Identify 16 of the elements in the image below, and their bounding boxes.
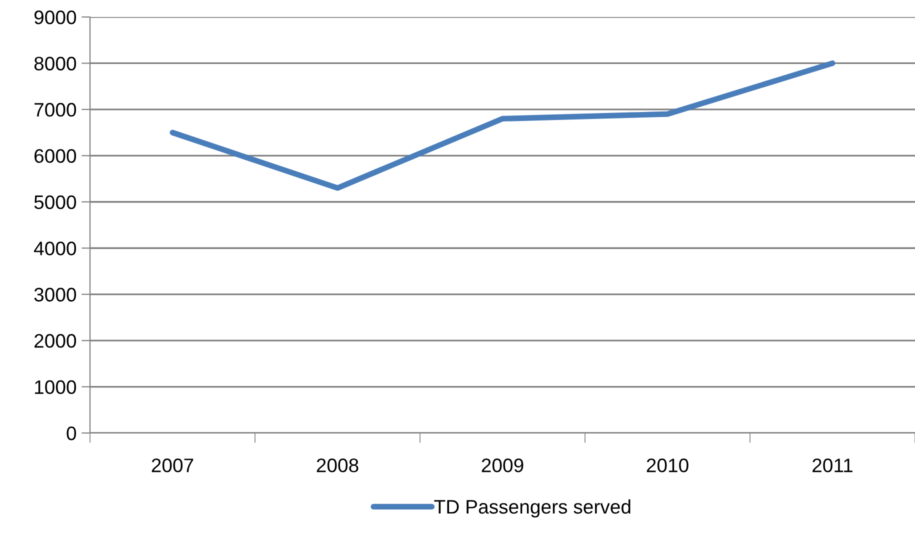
y-tick-label: 9000 [34, 10, 76, 24]
x-tick-label: 2010 [646, 458, 688, 472]
x-tick-label: 2011 [812, 458, 852, 472]
legend-label: TD Passengers served [434, 499, 630, 518]
y-tick-label: 5000 [34, 195, 76, 210]
y-tick-label: 3000 [34, 288, 76, 302]
y-tick-label: 6000 [34, 149, 76, 163]
y-tick-label: 8000 [34, 56, 76, 70]
y-tick-label: 4000 [34, 242, 76, 256]
x-tick-label: 2009 [482, 458, 524, 472]
y-tick-label: 0 [66, 426, 76, 440]
x-tick-label: 2008 [316, 458, 358, 472]
x-tick-label: 2007 [152, 458, 194, 472]
y-tick-label: 2000 [34, 334, 76, 348]
y-tick-label: 7000 [34, 102, 76, 117]
y-tick-label: 1000 [35, 380, 76, 394]
